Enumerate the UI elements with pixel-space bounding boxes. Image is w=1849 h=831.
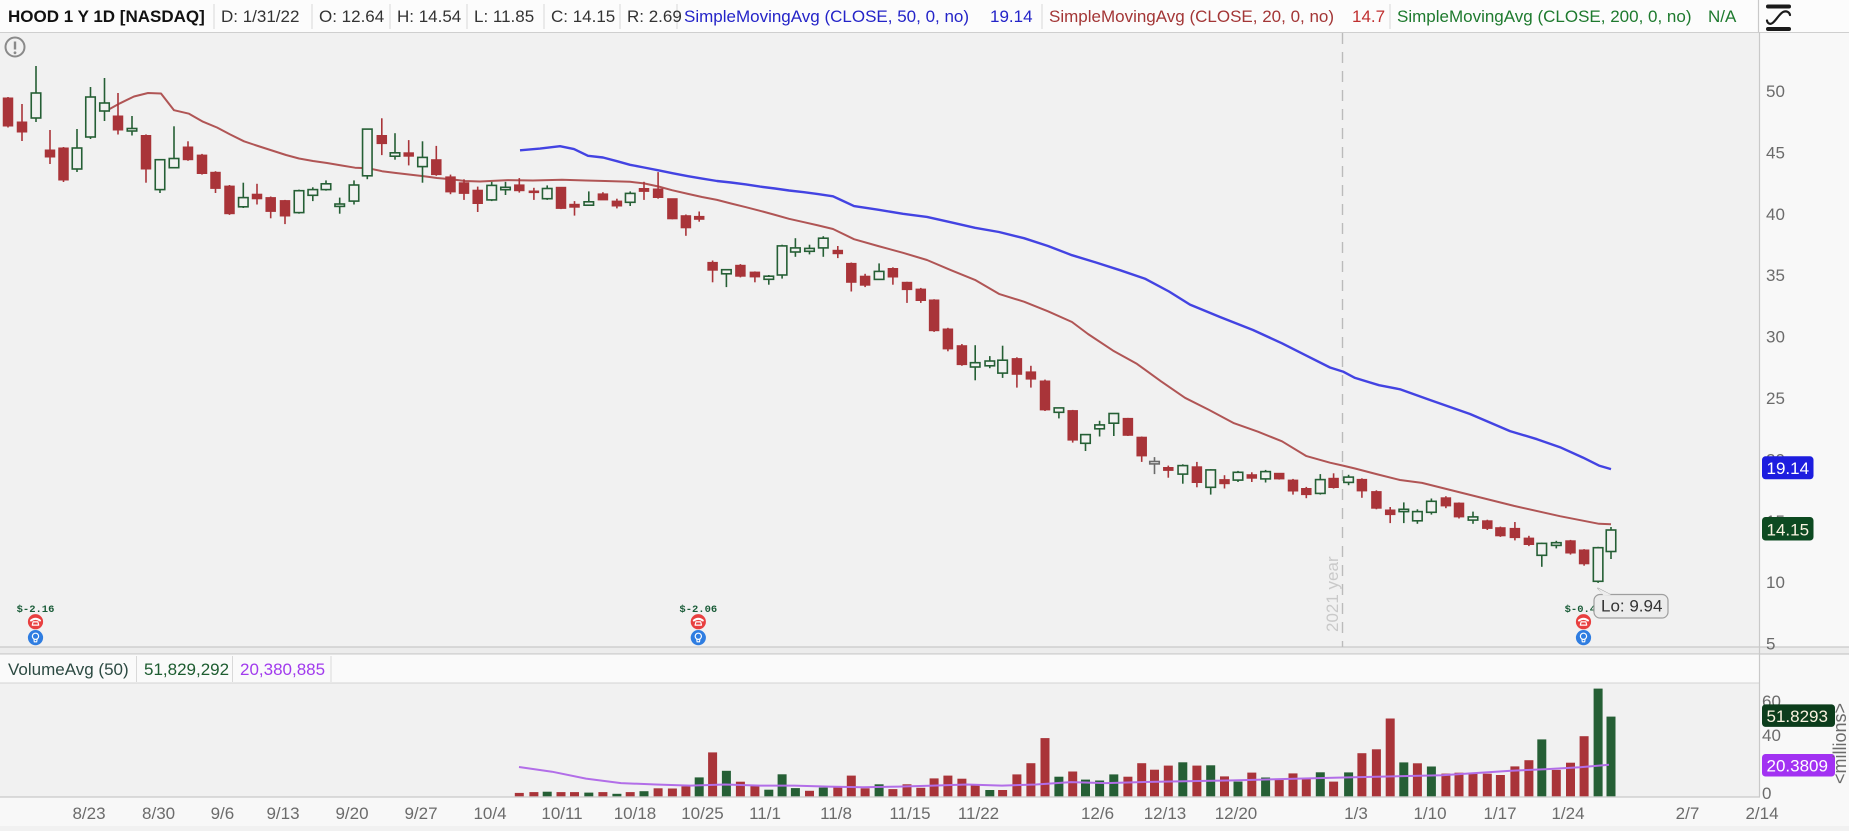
svg-text:2021 year: 2021 year <box>1323 556 1342 632</box>
svg-text:10: 10 <box>1766 573 1785 592</box>
svg-text:2/14: 2/14 <box>1745 804 1778 823</box>
svg-text:HOOD 1 Y 1D [NASDAQ]: HOOD 1 Y 1D [NASDAQ] <box>8 7 205 26</box>
svg-text:O: 12.64: O: 12.64 <box>319 7 384 26</box>
svg-text:8/30: 8/30 <box>142 804 175 823</box>
svg-text:$-2.06: $-2.06 <box>679 604 717 616</box>
svg-text:N/A: N/A <box>1708 7 1737 26</box>
svg-text:9/20: 9/20 <box>335 804 368 823</box>
svg-text:51.8293: 51.8293 <box>1767 707 1828 726</box>
svg-text:Lo: 9.94: Lo: 9.94 <box>1601 597 1662 616</box>
svg-text:1/24: 1/24 <box>1551 804 1584 823</box>
svg-text:1/10: 1/10 <box>1413 804 1446 823</box>
svg-text:12/20: 12/20 <box>1215 804 1258 823</box>
svg-text:$-0.49: $-0.49 <box>1565 604 1603 616</box>
svg-text:10/11: 10/11 <box>541 804 582 823</box>
svg-text:14.7: 14.7 <box>1352 7 1385 26</box>
svg-text:R: 2.69: R: 2.69 <box>627 7 682 26</box>
svg-text:9/27: 9/27 <box>404 804 437 823</box>
svg-text:11/1: 11/1 <box>749 804 781 823</box>
svg-text:9/6: 9/6 <box>211 804 235 823</box>
svg-text:<millions>: <millions> <box>1830 703 1849 784</box>
svg-text:SimpleMovingAvg (CLOSE, 200, 0: SimpleMovingAvg (CLOSE, 200, 0, no) <box>1397 7 1692 26</box>
svg-text:11/15: 11/15 <box>889 804 930 823</box>
svg-text:SimpleMovingAvg (CLOSE, 50, 0,: SimpleMovingAvg (CLOSE, 50, 0, no) <box>684 7 969 26</box>
svg-text:12/13: 12/13 <box>1144 804 1187 823</box>
svg-text:20,380,885: 20,380,885 <box>240 660 325 679</box>
svg-text:35: 35 <box>1766 266 1785 285</box>
svg-text:5: 5 <box>1766 635 1775 654</box>
svg-text:19.14: 19.14 <box>990 7 1033 26</box>
svg-text:8/23: 8/23 <box>72 804 105 823</box>
svg-text:12/6: 12/6 <box>1081 804 1114 823</box>
svg-text:19.14: 19.14 <box>1767 459 1810 478</box>
svg-text:9/13: 9/13 <box>266 804 299 823</box>
svg-text:40: 40 <box>1762 726 1781 745</box>
svg-text:40: 40 <box>1766 205 1785 224</box>
svg-text:51,829,292: 51,829,292 <box>144 660 229 679</box>
svg-text:11/8: 11/8 <box>820 804 852 823</box>
svg-text:10/4: 10/4 <box>473 804 506 823</box>
svg-text:SimpleMovingAvg (CLOSE, 20, 0,: SimpleMovingAvg (CLOSE, 20, 0, no) <box>1049 7 1334 26</box>
svg-text:C: 14.15: C: 14.15 <box>551 7 615 26</box>
svg-text:50: 50 <box>1766 82 1785 101</box>
svg-text:14.15: 14.15 <box>1767 520 1810 539</box>
svg-text:10/18: 10/18 <box>614 804 657 823</box>
svg-text:45: 45 <box>1766 143 1785 162</box>
svg-text:$-2.16: $-2.16 <box>17 604 55 616</box>
svg-text:VolumeAvg (50): VolumeAvg (50) <box>8 660 129 679</box>
svg-text:L: 11.85: L: 11.85 <box>474 7 534 26</box>
svg-text:2/7: 2/7 <box>1676 804 1700 823</box>
svg-text:11/22: 11/22 <box>958 804 999 823</box>
svg-text:10/25: 10/25 <box>681 804 724 823</box>
svg-text:1/17: 1/17 <box>1483 804 1516 823</box>
svg-text:30: 30 <box>1766 328 1785 347</box>
svg-text:D: 1/31/22: D: 1/31/22 <box>221 7 299 26</box>
svg-text:20.3809: 20.3809 <box>1767 756 1828 775</box>
svg-text:0: 0 <box>1762 784 1771 803</box>
svg-text:1/3: 1/3 <box>1344 804 1368 823</box>
svg-text:H: 14.54: H: 14.54 <box>397 7 461 26</box>
svg-text:25: 25 <box>1766 389 1785 408</box>
